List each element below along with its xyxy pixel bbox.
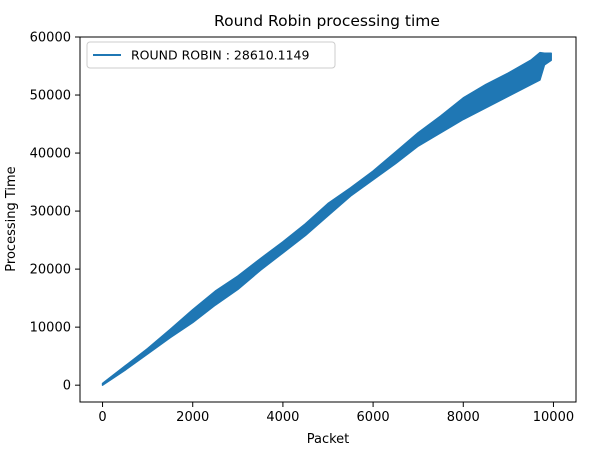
y-tick-label: 30000 xyxy=(30,205,71,220)
x-tick-label: 6000 xyxy=(357,410,390,425)
x-tick-label: 10000 xyxy=(533,410,574,425)
y-tick-label: 60000 xyxy=(30,31,71,46)
x-axis: 0 2000 4000 6000 8000 10000 xyxy=(98,402,574,425)
x-tick-label: 8000 xyxy=(447,410,480,425)
chart-title: Round Robin processing time xyxy=(214,12,440,30)
y-tick-label: 10000 xyxy=(30,321,71,336)
y-axis: 0 10000 20000 30000 40000 50000 60000 xyxy=(30,31,80,394)
series-band-0 xyxy=(101,51,552,386)
y-axis-title: Processing Time xyxy=(4,166,19,271)
legend: ROUND ROBIN : 28610.1149 xyxy=(86,41,336,69)
y-tick-label: 0 xyxy=(63,379,71,394)
legend-box xyxy=(86,41,336,69)
x-axis-title: Packet xyxy=(307,432,350,447)
y-tick-label: 20000 xyxy=(30,263,71,278)
legend-label: ROUND ROBIN : 28610.1149 xyxy=(131,48,310,63)
plot-frame xyxy=(79,36,577,403)
x-tick-label: 2000 xyxy=(176,410,209,425)
x-tick-label: 0 xyxy=(98,410,106,425)
y-tick-label: 50000 xyxy=(30,89,71,104)
plot-area xyxy=(101,51,552,386)
y-tick-label: 40000 xyxy=(30,147,71,162)
x-tick-label: 4000 xyxy=(266,410,299,425)
